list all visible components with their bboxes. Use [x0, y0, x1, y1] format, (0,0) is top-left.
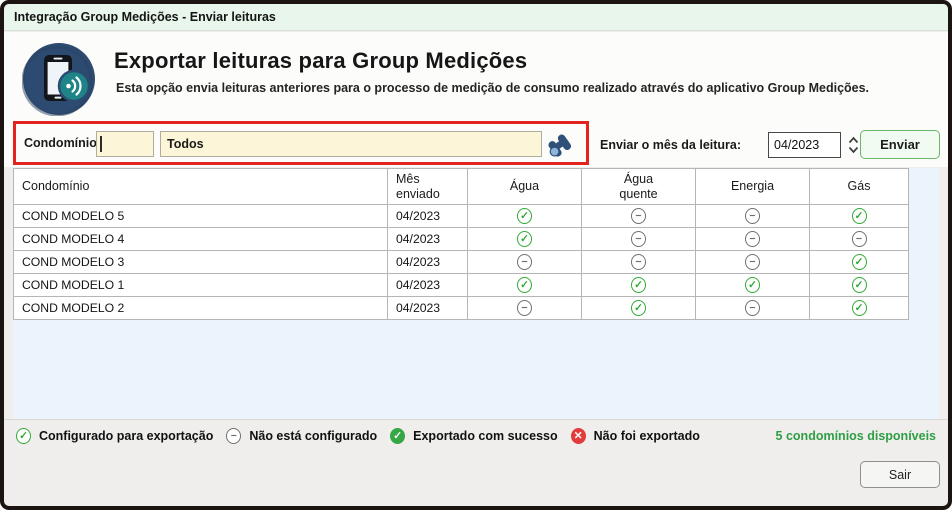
- send-button[interactable]: Enviar: [860, 130, 940, 159]
- outline-minus-icon: −: [745, 300, 760, 317]
- month-sent-cell: 04/2023: [387, 204, 468, 228]
- table-row[interactable]: COND MODELO 3 04/2023 − − − ✓: [13, 250, 909, 274]
- outline-check-icon: ✓: [745, 277, 760, 294]
- outline-check-icon: ✓: [851, 300, 867, 317]
- condo-name-cell: COND MODELO 5: [13, 204, 388, 228]
- condo-table: Condomínio Mês enviado Água Água quente Ener…: [13, 168, 909, 320]
- outline-check-icon: ✓: [851, 208, 867, 225]
- outline-check-icon: ✓: [16, 428, 31, 444]
- status-cell-energia: ✓: [695, 273, 810, 297]
- condo-name-cell: COND MODELO 1: [13, 273, 388, 297]
- condo-code-input[interactable]: [96, 131, 154, 157]
- filled-x-icon: ✕: [570, 428, 586, 444]
- status-cell-agua: ✓: [467, 227, 582, 251]
- status-cell-energia: −: [695, 296, 810, 320]
- column-header[interactable]: Água: [467, 168, 582, 205]
- status-cell-agua: −: [467, 250, 582, 274]
- text-caret: [100, 136, 102, 152]
- table-row[interactable]: COND MODELO 2 04/2023 − ✓ − ✓: [13, 296, 909, 320]
- status-cell-gas: ✓: [809, 250, 909, 274]
- status-cell-agua: ✓: [467, 204, 582, 228]
- outline-check-icon: ✓: [851, 277, 867, 294]
- status-cell-agua_quente: ✓: [581, 296, 696, 320]
- chevron-down-icon[interactable]: [848, 146, 859, 154]
- outline-minus-icon: −: [226, 428, 242, 444]
- month-input[interactable]: [768, 132, 841, 158]
- available-count: 5 condomínios disponíveis: [775, 429, 936, 443]
- status-cell-energia: −: [695, 204, 810, 228]
- table-body: COND MODELO 5 04/2023 ✓ − − ✓ COND MODELO 4 04/…: [13, 204, 909, 320]
- status-cell-gas: ✓: [809, 204, 909, 228]
- status-cell-gas: −: [809, 227, 909, 251]
- month-sent-cell: 04/2023: [387, 273, 468, 297]
- status-cell-agua_quente: ✓: [581, 273, 696, 297]
- chevron-up-icon[interactable]: [848, 136, 859, 144]
- condo-name-cell: COND MODELO 2: [13, 296, 388, 320]
- outline-minus-icon: −: [851, 231, 867, 248]
- status-cell-agua_quente: −: [581, 204, 696, 228]
- window-title: Integração Group Medições - Enviar leitu…: [14, 10, 276, 24]
- month-spinner[interactable]: [845, 132, 861, 158]
- legend-label: Não está configurado: [249, 429, 378, 443]
- status-cell-energia: −: [695, 250, 810, 274]
- condo-table-container: Condomínio Mês enviado Água Água quente Ener…: [13, 168, 939, 419]
- outline-minus-icon: −: [745, 254, 760, 271]
- exit-button[interactable]: Sair: [860, 461, 940, 488]
- outline-check-icon: ✓: [631, 277, 646, 294]
- condo-name-cell: COND MODELO 3: [13, 250, 388, 274]
- table-row[interactable]: COND MODELO 4 04/2023 ✓ − − −: [13, 227, 909, 251]
- legend-item: − Não está configurado: [226, 428, 377, 444]
- outline-minus-icon: −: [517, 300, 532, 317]
- column-header[interactable]: Energia: [695, 168, 810, 205]
- status-cell-agua: −: [467, 296, 582, 320]
- month-sent-cell: 04/2023: [387, 296, 468, 320]
- table-header-row: Condomínio Mês enviado Água Água quente Ener…: [13, 168, 909, 205]
- outline-check-icon: ✓: [517, 208, 532, 225]
- legend-item: ✕ Não foi exportado: [570, 428, 700, 444]
- status-cell-agua_quente: −: [581, 250, 696, 274]
- table-row[interactable]: COND MODELO 5 04/2023 ✓ − − ✓: [13, 204, 909, 228]
- status-cell-agua: ✓: [467, 273, 582, 297]
- page-title: Exportar leituras para Group Medições: [114, 48, 528, 73]
- condo-name-cell: COND MODELO 4: [13, 227, 388, 251]
- status-cell-gas: ✓: [809, 273, 909, 297]
- page-subtitle: Esta opção envia leituras anteriores par…: [116, 81, 870, 95]
- table-row[interactable]: COND MODELO 1 04/2023 ✓ ✓ ✓ ✓: [13, 273, 909, 297]
- legend-item: ✓ Exportado com sucesso: [390, 428, 558, 444]
- outline-check-icon: ✓: [851, 254, 867, 271]
- month-sent-cell: 04/2023: [387, 250, 468, 274]
- legend-label: Exportado com sucesso: [413, 429, 558, 443]
- legend-item: ✓ Configurado para exportação: [16, 428, 213, 444]
- status-legend: ✓ Configurado para exportação − Não está co…: [16, 425, 700, 447]
- column-header[interactable]: Mês enviado: [387, 168, 468, 205]
- column-header[interactable]: Gás: [809, 168, 909, 205]
- outline-minus-icon: −: [631, 254, 646, 271]
- outline-minus-icon: −: [631, 231, 646, 248]
- filled-check-icon: ✓: [390, 428, 406, 444]
- title-bar[interactable]: Integração Group Medições - Enviar leitu…: [4, 4, 948, 31]
- condo-label: Condomínio:: [24, 136, 102, 150]
- binoculars-search-icon[interactable]: [547, 134, 574, 159]
- column-header[interactable]: Água quente: [581, 168, 696, 205]
- outline-check-icon: ✓: [517, 277, 532, 294]
- month-label: Enviar o mês da leitura:: [600, 138, 742, 152]
- status-cell-energia: −: [695, 227, 810, 251]
- status-cell-agua_quente: −: [581, 227, 696, 251]
- condo-name-input[interactable]: [160, 131, 542, 157]
- outline-check-icon: ✓: [631, 300, 646, 317]
- outline-check-icon: ✓: [517, 231, 532, 248]
- outline-minus-icon: −: [745, 231, 760, 248]
- outline-minus-icon: −: [631, 208, 646, 225]
- legend-label: Configurado para exportação: [39, 429, 214, 443]
- phone-broadcast-icon: [21, 42, 96, 117]
- status-cell-gas: ✓: [809, 296, 909, 320]
- outline-minus-icon: −: [745, 208, 760, 225]
- outline-minus-icon: −: [517, 254, 532, 271]
- footer-divider: [4, 419, 948, 420]
- month-sent-cell: 04/2023: [387, 227, 468, 251]
- legend-label: Não foi exportado: [593, 429, 700, 443]
- column-header[interactable]: Condomínio: [13, 168, 388, 205]
